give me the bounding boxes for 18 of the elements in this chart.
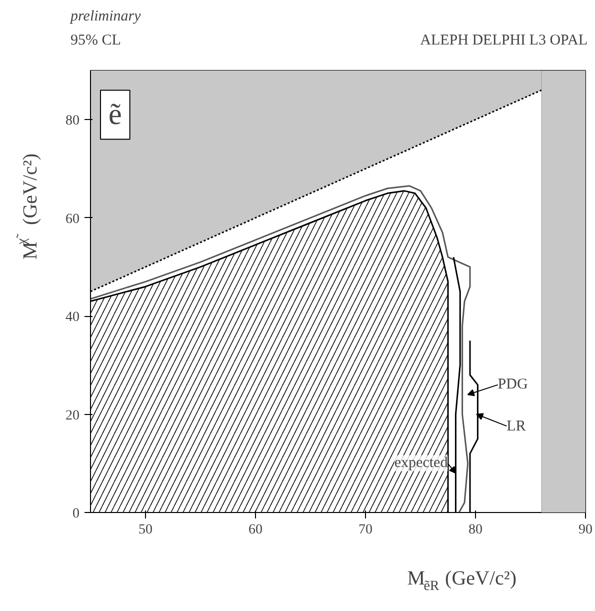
y-tick-label: 40 [66,310,80,326]
annotation: expected [394,455,448,472]
annotation: ẽ [108,98,122,132]
y-tick-label: 0 [72,506,80,522]
chart-title: preliminary [70,8,142,24]
annotation: LR [506,418,526,434]
annotation: PDG [498,376,528,393]
y-tick-label: 60 [66,212,80,227]
x-tick-label: 90 [578,522,592,538]
x-tick-label: 80 [468,522,482,538]
text: ALEPH DELPHI L3 OPAL [420,32,588,48]
y-axis-title: Mχ̃ (GeV/c²) [15,153,42,260]
y-tick-label: 20 [66,408,80,424]
y-tick-label: 80 [66,114,80,129]
chart-subtitle: 95% CL [70,32,121,48]
x-tick-label: 70 [358,522,372,538]
x-tick-label: 50 [138,522,152,538]
x-tick-label: 60 [248,522,262,538]
